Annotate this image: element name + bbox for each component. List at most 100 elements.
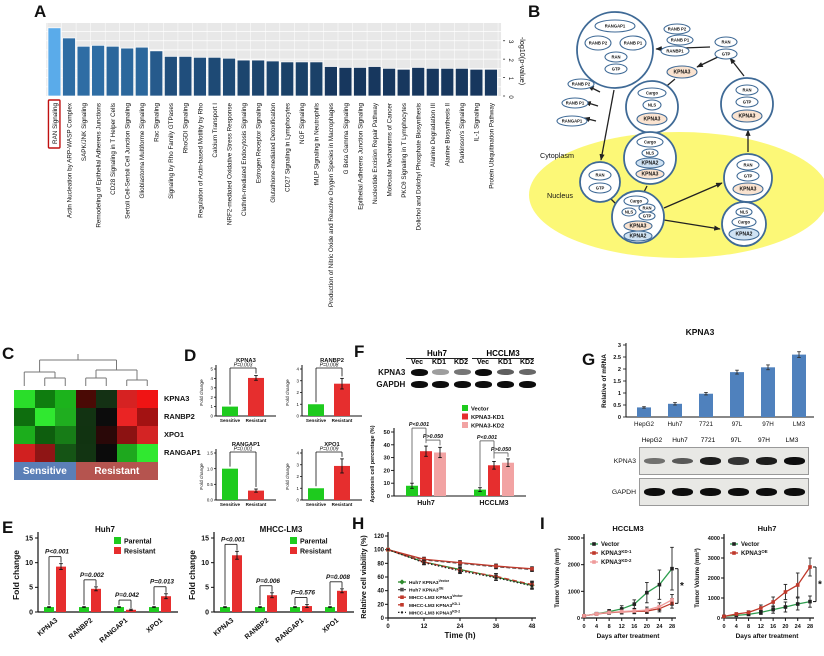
x-tick-label: 24 xyxy=(457,624,464,630)
node-ellipse xyxy=(660,45,690,57)
node-ellipse xyxy=(663,23,691,35)
bar-label: Dolichol and Dolichyl Phosphate Biosynth… xyxy=(416,103,423,230)
bar xyxy=(353,67,367,97)
bar-label: IL-1 Signaling xyxy=(474,103,481,142)
lane-label: 97H xyxy=(758,437,770,444)
x-tick-label: Huh7 xyxy=(417,500,435,507)
legend-label: Parental xyxy=(124,539,152,546)
marker-square xyxy=(732,551,736,555)
y-tick-label: 0.5 xyxy=(207,482,214,487)
node-label: RAN xyxy=(742,88,751,93)
bar-label: SAPK/JNK Signaling xyxy=(81,103,88,162)
y-axis-label: Fold change xyxy=(199,379,205,406)
node-label: RANBP1 xyxy=(666,49,684,54)
heatmap-cell xyxy=(34,444,56,462)
y-tick-label: 3 xyxy=(297,378,300,383)
blot-strip xyxy=(408,378,538,390)
blot-band xyxy=(475,380,493,388)
y-tick-label: 40 xyxy=(384,443,390,449)
bar xyxy=(178,56,193,97)
marker-square xyxy=(808,599,812,604)
bar xyxy=(207,56,222,97)
marker-square xyxy=(400,603,404,607)
arrow xyxy=(696,55,721,68)
series-line xyxy=(723,566,811,618)
x-tick-label: 24 xyxy=(656,624,663,630)
bar xyxy=(730,372,744,417)
marker-square xyxy=(657,604,662,609)
x-tick-label: 4 xyxy=(595,624,599,630)
marker-dot xyxy=(422,561,426,564)
node-ellipse xyxy=(731,216,757,228)
bar xyxy=(222,468,238,500)
node-label: Cargo xyxy=(738,220,751,225)
bar-label: Production of Nitric Oxide and Reactive … xyxy=(328,103,335,307)
chart-title: MHCC-LM3 xyxy=(260,525,303,534)
x-tick-label: 97H xyxy=(762,421,774,428)
panel-label-F: F xyxy=(354,342,365,361)
x-tick-label: 0 xyxy=(722,624,725,630)
group-label-sensitive: Sensitive xyxy=(14,462,76,480)
bar-label: RhoGDI Signaling xyxy=(183,103,190,154)
p-value: P=0.003 xyxy=(234,363,253,369)
p-value: P>0.050 xyxy=(423,434,443,440)
marker-square xyxy=(771,607,775,612)
legend-label: Resistant xyxy=(300,549,332,556)
panel-label-H: H xyxy=(352,514,365,533)
marker-square xyxy=(808,565,812,569)
marker-square xyxy=(759,606,763,610)
heatmap-cell xyxy=(116,444,138,462)
blot-band xyxy=(410,368,428,376)
chart-title: HCCLM3 xyxy=(612,524,643,533)
bar xyxy=(325,607,335,612)
blot-band xyxy=(699,457,721,465)
blot-row: GAPDH xyxy=(592,478,814,506)
lane-label: KD2 xyxy=(519,359,534,366)
bar xyxy=(248,490,264,500)
y-axis-label: Tumor Volume (mm³) xyxy=(554,548,561,607)
blot-row: KPNA3 xyxy=(592,447,814,475)
node-label: GTP xyxy=(643,214,652,219)
heatmap-cell xyxy=(116,426,138,444)
blot-row: GAPDH xyxy=(366,378,538,390)
node-ellipse xyxy=(735,84,759,96)
panelD-chart-3: 0.0 0.5 1.0 1.5 Fold change RANGAP1 Sensitive R… xyxy=(199,442,276,507)
bar xyxy=(91,44,105,97)
lane-label: KD1 xyxy=(497,359,512,366)
series-line xyxy=(723,600,811,618)
y-tick-label: 3000 xyxy=(568,536,580,542)
bar-label: RAN Signaling xyxy=(52,103,59,144)
significance-star: * xyxy=(680,581,684,592)
x-tick-label: 20 xyxy=(782,624,788,630)
bar xyxy=(440,68,455,97)
y-tick-label: 1 xyxy=(618,391,621,397)
y-tick-label: 3 xyxy=(297,462,300,467)
group-label-resistant: Resistant xyxy=(75,462,158,480)
node-ellipse xyxy=(735,207,753,217)
y-tick-label: 4 xyxy=(297,367,300,372)
bar-label: Glutathione-mediated Detoxification xyxy=(270,103,277,203)
marker-square xyxy=(771,600,775,604)
node-ellipse xyxy=(736,170,760,182)
bar xyxy=(502,462,514,496)
node-label: GTP xyxy=(596,186,605,191)
marker-square xyxy=(592,560,596,564)
y-axis-label: Relative cell viability (%) xyxy=(359,535,368,619)
blot-band xyxy=(497,380,515,388)
y-tick-label: 4 xyxy=(297,451,300,456)
x-tick-label: 8 xyxy=(747,624,750,630)
bar xyxy=(338,67,353,97)
y-tick-label: 3000 xyxy=(708,556,720,562)
panel-label-D: D xyxy=(184,346,197,365)
heatmap-cell xyxy=(75,444,97,462)
blot-band xyxy=(643,488,665,496)
lane-label: Vec xyxy=(410,359,424,366)
bar xyxy=(309,61,324,97)
series-line xyxy=(387,549,533,587)
legend-label: Vector xyxy=(741,542,760,548)
y-tick-label: 2 xyxy=(211,395,214,400)
x-tick-label: Sensitive xyxy=(220,502,241,507)
bar-label: Sertoli Cell-Sertoli Cell Junction Signa… xyxy=(125,103,132,219)
y-tick-label: 0.0 xyxy=(207,498,214,503)
marker-dot xyxy=(400,611,404,614)
